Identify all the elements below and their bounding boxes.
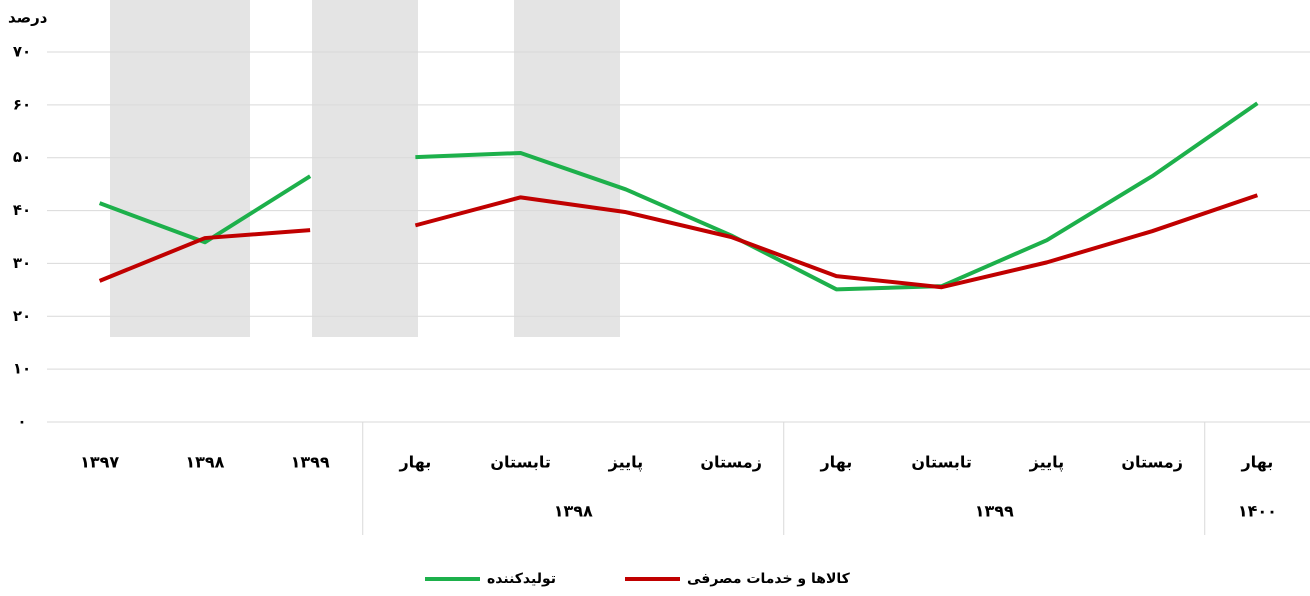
- series-line: [415, 101, 1259, 292]
- x-tick-label: بهار: [398, 453, 431, 472]
- y-tick-label: ۴۰: [13, 201, 31, 219]
- y-tick-label: ۵۰: [13, 148, 31, 166]
- x-tick-label: زمستان: [700, 453, 762, 472]
- group-label: ۱۳۹۸: [554, 502, 593, 521]
- y-tick-label: ۰: [17, 413, 26, 431]
- x-tick-label: ۱۳۹۸: [185, 453, 224, 472]
- x-tick-label: ۱۳۹۷: [80, 453, 119, 472]
- series-line: [98, 174, 312, 245]
- x-tick-label: پاییز: [608, 453, 644, 473]
- x-tick-label: پاییز: [1029, 453, 1065, 473]
- y-tick-label: ۷۰: [13, 43, 31, 61]
- x-tick-label: تابستان: [911, 453, 972, 472]
- x-tick-label: زمستان: [1121, 453, 1183, 472]
- series-line: [414, 193, 1259, 290]
- x-tick-label: ۱۳۹۹: [291, 453, 330, 472]
- group-label: ۱۳۹۹: [975, 502, 1014, 521]
- legend-label: کالاها و خدمات مصرفی: [687, 571, 851, 587]
- watermark: [110, 0, 620, 337]
- y-tick-label: ۶۰: [13, 95, 31, 113]
- group-label: ۱۴۰۰: [1238, 502, 1277, 521]
- watermark-bar: [110, 0, 250, 337]
- x-tick-label: بهار: [1240, 453, 1273, 472]
- y-tick-label: ۳۰: [13, 254, 31, 272]
- legend-label: تولیدکننده: [487, 571, 556, 587]
- y-tick-label: ۱۰: [13, 360, 31, 378]
- watermark-bar: [312, 0, 418, 337]
- y-axis-label: درصد: [8, 9, 48, 27]
- x-tick-label: بهار: [819, 453, 852, 472]
- x-tick-label: تابستان: [490, 453, 551, 472]
- y-tick-label: ۲۰: [13, 307, 31, 325]
- series-line: [98, 228, 311, 283]
